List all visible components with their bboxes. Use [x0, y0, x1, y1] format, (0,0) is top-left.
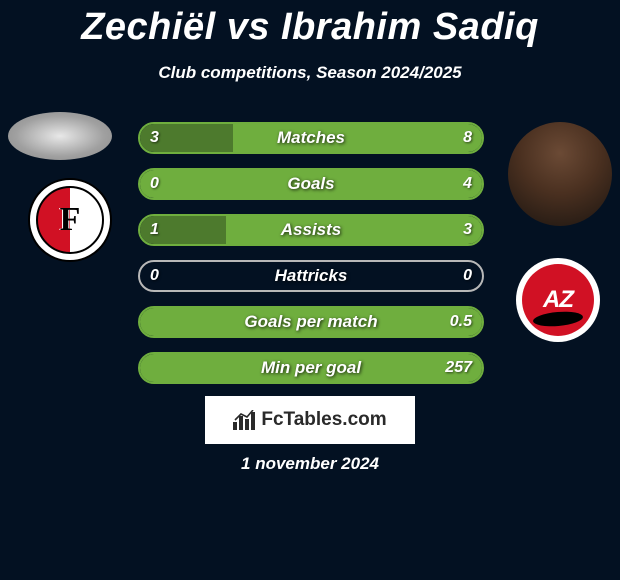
stat-row: 0 4 Goals	[138, 168, 484, 200]
stat-row: 0 0 Hattricks	[138, 260, 484, 292]
stat-label: Goals per match	[244, 312, 377, 332]
player-left-photo	[8, 112, 112, 160]
stat-value-left: 1	[150, 221, 159, 239]
club-logo-left: F	[28, 178, 112, 262]
az-swoosh-icon	[532, 310, 583, 328]
stat-label: Goals	[287, 174, 334, 194]
stat-value-right: 4	[463, 175, 472, 193]
az-text-icon: AZ	[543, 286, 573, 314]
stat-value-right: 257	[445, 359, 472, 377]
feyenoord-f-icon: F	[60, 201, 81, 239]
stat-row: 3 8 Matches	[138, 122, 484, 154]
stat-label: Hattricks	[275, 266, 348, 286]
page-title: Zechiël vs Ibrahim Sadiq	[0, 0, 620, 49]
stat-row: 0.5 Goals per match	[138, 306, 484, 338]
stat-value-right: 0.5	[450, 313, 472, 331]
stat-row: 257 Min per goal	[138, 352, 484, 384]
page-subtitle: Club competitions, Season 2024/2025	[0, 63, 620, 83]
club-logo-right: AZ	[516, 258, 600, 342]
brand-text: FcTables.com	[261, 409, 386, 431]
date-text: 1 november 2024	[241, 454, 379, 474]
stat-value-right: 8	[463, 129, 472, 147]
stat-value-right: 3	[463, 221, 472, 239]
brand-bar: FcTables.com	[205, 396, 415, 444]
stat-value-left: 0	[150, 267, 159, 285]
stat-label: Matches	[277, 128, 345, 148]
stat-row: 1 3 Assists	[138, 214, 484, 246]
stat-value-right: 0	[463, 267, 472, 285]
stat-label: Assists	[281, 220, 341, 240]
stat-fill-right	[226, 216, 483, 244]
brand-chart-icon	[233, 410, 255, 430]
stat-value-left: 3	[150, 129, 159, 147]
stat-label: Min per goal	[261, 358, 361, 378]
stat-value-left: 0	[150, 175, 159, 193]
player-right-photo	[508, 122, 612, 226]
stat-fill-right	[233, 124, 482, 152]
stats-container: 3 8 Matches 0 4 Goals 1 3 Assists 0 0 Hattricks 0.5 G…	[138, 122, 484, 398]
